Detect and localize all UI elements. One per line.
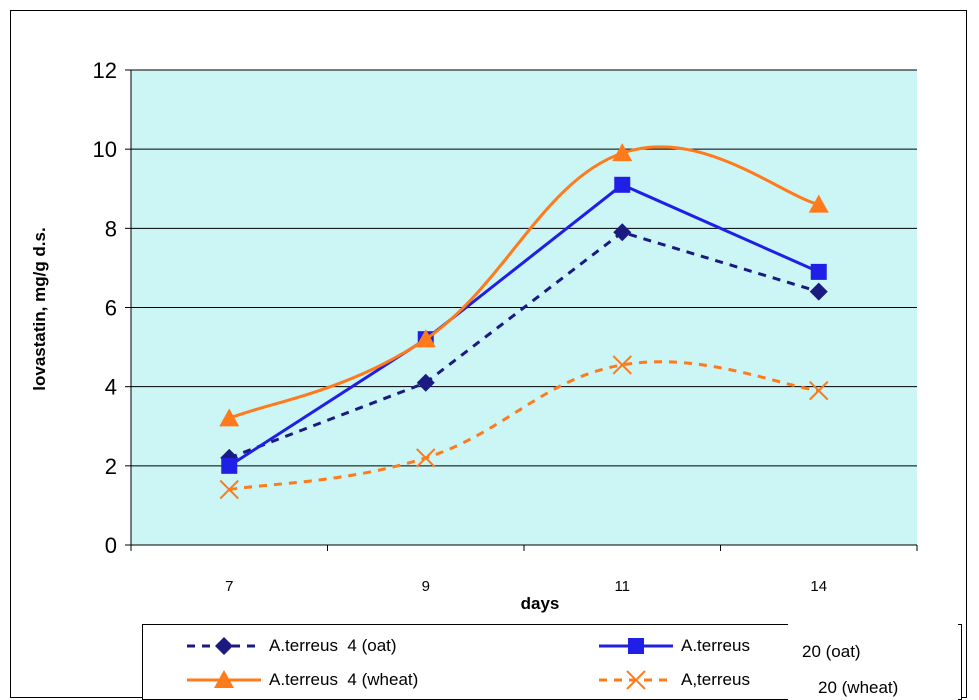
legend-suffix-wheat-20: 20 (wheat) <box>818 678 899 697</box>
y-tick-label: 10 <box>93 137 117 162</box>
legend-swatch-oat-4 <box>187 637 261 655</box>
data-point <box>612 143 633 162</box>
legend-overlay: 20 (oat) 20 (wheat) <box>788 610 958 700</box>
y-axis-label: lovastatin, mg/g d.s. <box>30 227 49 391</box>
legend-marker <box>626 670 646 690</box>
legend-label-wheat-20: A,terreus <box>681 670 750 689</box>
x-tick-label: 11 <box>614 578 630 595</box>
series-line <box>228 183 820 468</box>
y-tick-label: 2 <box>105 454 117 479</box>
series-3 <box>219 355 829 500</box>
data-point-stroke <box>219 479 239 500</box>
axes <box>125 69 918 551</box>
series-2 <box>219 143 829 427</box>
data-point <box>613 223 632 242</box>
legend-marker <box>215 637 233 655</box>
legend-marker <box>628 638 644 654</box>
legend-swatch-wheat-20 <box>599 670 673 690</box>
data-point <box>416 448 436 468</box>
y-tick-label: 8 <box>105 216 117 241</box>
data-point <box>221 457 238 474</box>
legend-item-oat-4: A.terreus 4 (oat) <box>183 629 397 663</box>
data-point-stroke <box>416 448 436 468</box>
legend-swatch-wheat-4 <box>187 670 261 688</box>
data-point <box>219 479 239 500</box>
data-point <box>810 263 827 280</box>
data-point <box>808 194 829 213</box>
y-tick-label: 0 <box>105 533 117 558</box>
legend-label-wheat-4: A.terreus 4 (wheat) <box>269 670 419 689</box>
legend-item-wheat-4: A.terreus 4 (wheat) <box>183 663 418 697</box>
data-point <box>612 355 632 375</box>
legend-label-oat-4: A.terreus 4 (oat) <box>269 636 397 655</box>
y-tick-label: 6 <box>105 296 117 321</box>
series-line <box>228 145 820 420</box>
y-tick-label: 12 <box>93 58 117 83</box>
data-point <box>415 329 436 348</box>
legend-item-oat-20: A.terreus <box>595 629 750 663</box>
data-point <box>809 380 829 401</box>
series-line <box>228 230 820 460</box>
x-tick-label: 9 <box>422 578 430 595</box>
series-line <box>229 360 819 492</box>
tick-labels: 0 2 4 6 8 10 12 7 9 11 14 <box>93 58 828 595</box>
x-axis-label: days <box>520 594 560 613</box>
legend-swatch-oat-20 <box>599 638 673 654</box>
legend-marker-stroke <box>626 670 646 690</box>
y-tick-label: 4 <box>105 375 117 400</box>
data-point-stroke <box>809 380 829 401</box>
legend-label-oat-20: A.terreus <box>681 636 750 655</box>
data-point <box>416 373 435 392</box>
data-point-stroke <box>612 355 632 375</box>
x-tick-label: 14 <box>810 578 827 595</box>
series-group <box>219 143 829 500</box>
legend-suffix-oat-20: 20 (oat) <box>802 642 861 661</box>
data-point <box>809 282 828 301</box>
data-point <box>614 176 631 193</box>
legend-marker <box>214 670 234 688</box>
x-tick-label: 7 <box>225 578 233 595</box>
data-point <box>219 408 240 427</box>
legend-item-wheat-20: A,terreus <box>595 663 750 697</box>
